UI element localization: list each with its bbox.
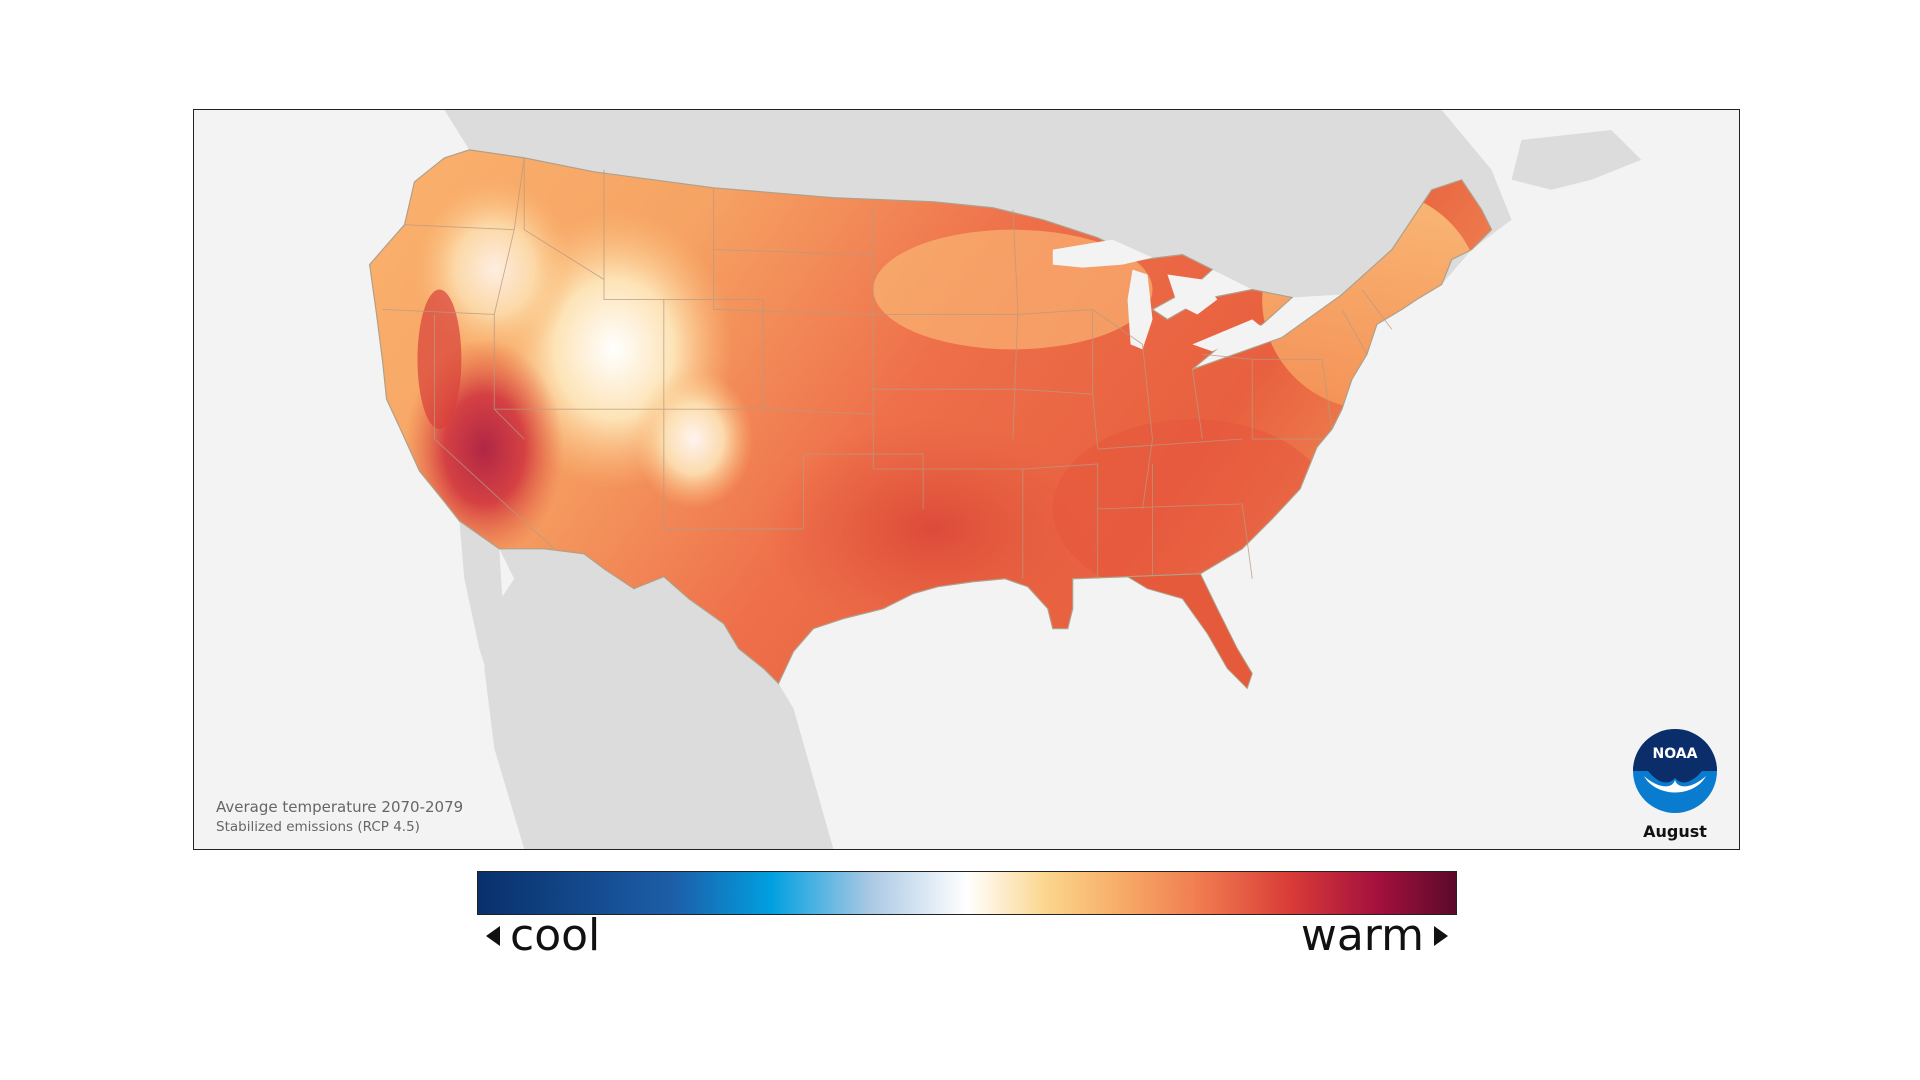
lake-erie <box>1192 319 1263 352</box>
usa-outline <box>368 149 1493 685</box>
state-borders <box>382 157 1393 579</box>
cool-label: cool <box>486 910 600 961</box>
month-label: August <box>1643 822 1707 841</box>
warm-label: warm <box>1301 910 1448 961</box>
caption-title: Average temperature 2070-2079 <box>216 798 464 816</box>
temperature-colorbar <box>477 871 1457 915</box>
map-frame: Average temperature 2070-2079 Stabilized… <box>193 109 1740 850</box>
caption-scenario: Stabilized emissions (RCP 4.5) <box>216 819 420 835</box>
noaa-logo-block: NOAA August <box>1630 728 1720 841</box>
temperature-map <box>368 110 1642 849</box>
warm-text: warm <box>1300 910 1424 961</box>
arrow-right-icon <box>1434 925 1448 946</box>
map-caption: Average temperature 2070-2079 Stabilized… <box>216 797 463 837</box>
canada-landmass <box>444 110 1512 300</box>
noaa-logo-icon: NOAA <box>1633 729 1717 813</box>
lake-superior <box>1052 239 1153 268</box>
lake-michigan <box>1127 269 1153 350</box>
lake-huron <box>1167 274 1218 315</box>
arrow-left-icon <box>486 925 500 946</box>
florida <box>1125 573 1253 690</box>
nova-scotia <box>1511 129 1642 190</box>
noaa-logo-text: NOAA <box>1653 746 1698 762</box>
cool-text: cool <box>510 910 601 961</box>
mexico-landmass <box>484 548 834 849</box>
baja-peninsula <box>459 520 565 809</box>
